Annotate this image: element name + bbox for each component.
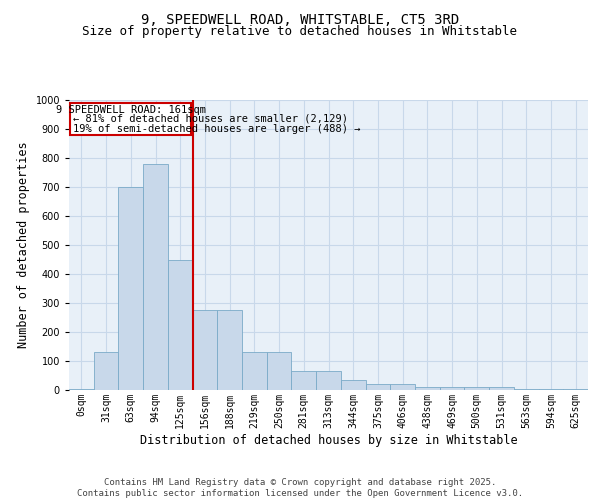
Text: 9, SPEEDWELL ROAD, WHITSTABLE, CT5 3RD: 9, SPEEDWELL ROAD, WHITSTABLE, CT5 3RD [141, 12, 459, 26]
Bar [365, 384, 390, 390]
Bar [341, 380, 365, 390]
Bar [390, 384, 415, 390]
X-axis label: Distribution of detached houses by size in Whitstable: Distribution of detached houses by size … [140, 434, 517, 446]
Bar [415, 387, 440, 390]
Bar [217, 310, 242, 390]
Bar [94, 352, 118, 390]
Bar [193, 310, 217, 390]
Bar [489, 387, 514, 390]
Bar [539, 388, 563, 390]
Bar [69, 388, 94, 390]
Bar [143, 164, 168, 390]
Y-axis label: Number of detached properties: Number of detached properties [17, 142, 30, 348]
Bar [118, 187, 143, 390]
Bar [70, 103, 191, 136]
Bar [440, 387, 464, 390]
Bar [514, 388, 539, 390]
Bar [316, 371, 341, 390]
Text: Contains HM Land Registry data © Crown copyright and database right 2025.
Contai: Contains HM Land Registry data © Crown c… [77, 478, 523, 498]
Bar [464, 387, 489, 390]
Text: ← 81% of detached houses are smaller (2,129): ← 81% of detached houses are smaller (2,… [73, 114, 348, 124]
Bar [563, 389, 588, 390]
Text: Size of property relative to detached houses in Whitstable: Size of property relative to detached ho… [83, 25, 517, 38]
Bar [267, 352, 292, 390]
Bar [242, 352, 267, 390]
Bar [168, 260, 193, 390]
Bar [292, 371, 316, 390]
Text: 19% of semi-detached houses are larger (488) →: 19% of semi-detached houses are larger (… [73, 124, 360, 134]
Text: 9 SPEEDWELL ROAD: 161sqm: 9 SPEEDWELL ROAD: 161sqm [56, 105, 206, 115]
